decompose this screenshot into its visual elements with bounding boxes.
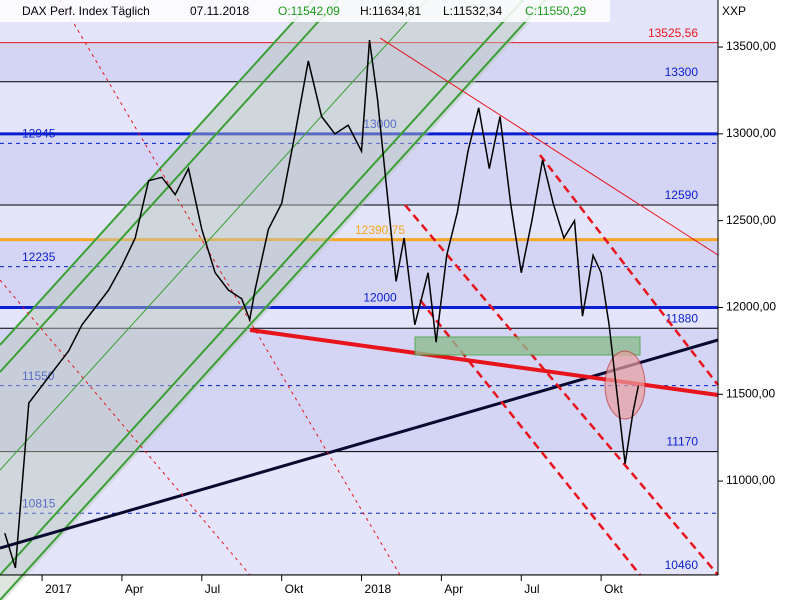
ohlc-close: C:11550,29 <box>525 4 586 18</box>
x-tick-label: Apr <box>444 582 463 596</box>
y-tick-label: 12500,00 <box>726 213 776 227</box>
trend-line <box>404 204 719 576</box>
y-tick-label: 11000,00 <box>726 473 775 487</box>
y-tick-label: 13500,00 <box>726 39 776 53</box>
x-tick-label: 2017 <box>45 582 72 596</box>
ohlc-low: L:11532,34 <box>443 4 502 18</box>
y-tick-label: 11500,00 <box>726 386 775 400</box>
band <box>0 81 718 134</box>
level-label: 12590 <box>665 188 699 202</box>
ohlc-high: H:11634,81 <box>360 4 421 18</box>
level-label: 10460 <box>665 558 699 572</box>
ohlc-open: O:11542,09 <box>278 4 340 18</box>
level-label: 10815 <box>22 496 56 510</box>
zone-box <box>414 336 641 356</box>
highlight-ellipse <box>604 350 646 420</box>
trend-line <box>0 338 719 550</box>
chart-title: DAX Perf. Index Täglich <box>22 4 150 18</box>
trend-line <box>539 154 719 386</box>
channel-line <box>0 0 428 471</box>
drawings <box>0 0 719 600</box>
level-label: 13300 <box>665 65 699 79</box>
levels: 13525,561330013000129451259012390,751223… <box>0 26 718 576</box>
x-tick-label: Jul <box>205 582 220 596</box>
band <box>0 307 718 329</box>
channel-line <box>0 0 314 346</box>
y-tick-label: 12000,00 <box>726 300 776 314</box>
trend-line <box>0 279 251 576</box>
level-label: 11880 <box>666 311 699 325</box>
level-label: 12945 <box>22 127 56 141</box>
x-tick-label: Okt <box>285 582 304 596</box>
channel-line <box>0 0 546 600</box>
x-tick-label: Okt <box>604 582 623 596</box>
axis-unit: XXP <box>722 4 746 18</box>
level-label: 11170 <box>666 435 698 449</box>
level-label: 12000 <box>363 291 397 305</box>
plot <box>4 39 640 569</box>
band <box>0 205 718 240</box>
date: 07.11.2018 <box>190 4 249 18</box>
trend-line <box>379 37 719 256</box>
band <box>0 239 718 308</box>
level-label: 12390,75 <box>355 223 405 237</box>
y-tick-label: 13000,00 <box>726 126 776 140</box>
channel-line <box>0 0 524 576</box>
price-line <box>4 39 640 569</box>
level-label: 12235 <box>22 250 56 264</box>
x-tick-label: Jul <box>524 582 539 596</box>
x-tick-label: Apr <box>125 582 144 596</box>
level-label: 13525,56 <box>648 26 698 40</box>
header-bg <box>0 0 610 22</box>
x-tick-label: 2018 <box>365 582 392 596</box>
